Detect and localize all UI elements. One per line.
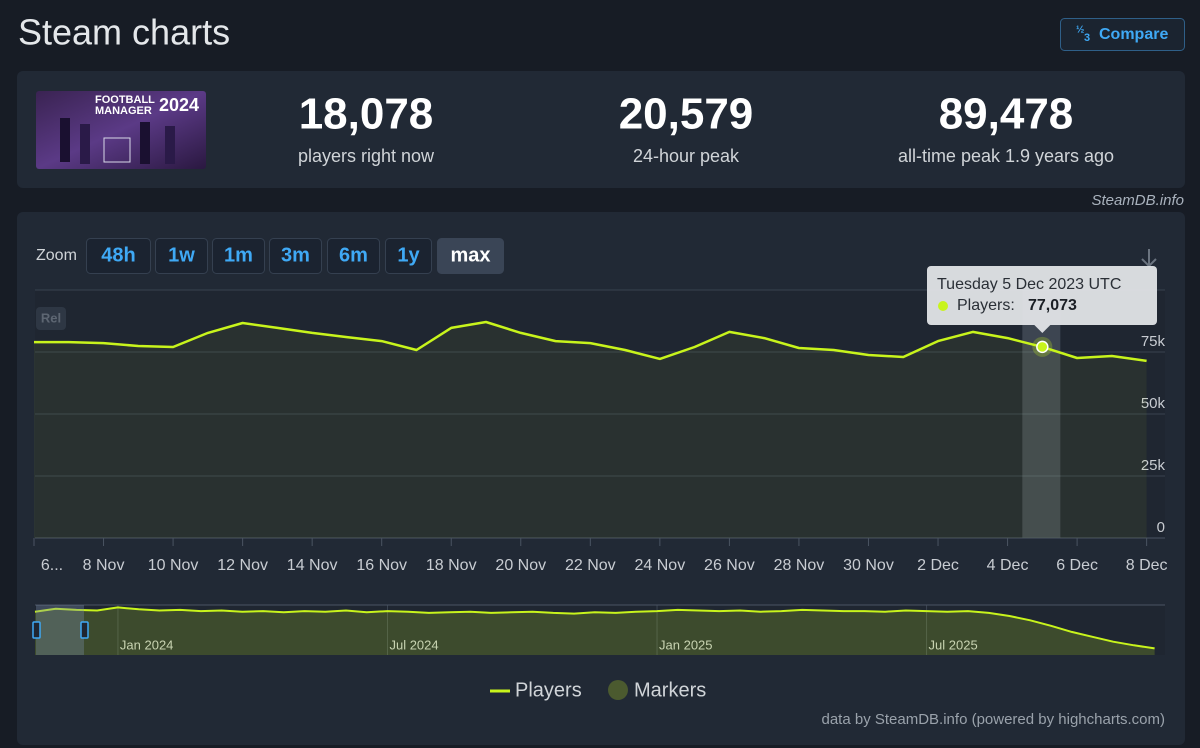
x-tick-label: 14 Nov	[287, 557, 338, 574]
zoom-button[interactable]: max	[437, 238, 504, 274]
compare-button-frame[interactable]	[1060, 18, 1185, 51]
image-figure	[80, 124, 90, 164]
page-title: Steam charts	[18, 12, 230, 53]
zoom-label: Zoom	[36, 247, 77, 264]
navigator-handle[interactable]	[32, 621, 41, 639]
navigator-tick-label: Jul 2024	[389, 637, 438, 652]
legend-dot	[608, 680, 628, 700]
x-tick-label: 4 Dec	[987, 557, 1029, 574]
game-logo-text: FOOTBALL	[95, 94, 155, 106]
x-tick-label: 12 Nov	[217, 557, 268, 574]
zoom-button-frame[interactable]	[269, 238, 322, 274]
compare-label[interactable]: Compare	[1099, 26, 1168, 43]
source-label: SteamDB.info	[1091, 192, 1184, 209]
x-tick-label: 6...	[41, 557, 63, 574]
zoom-button[interactable]: 1y	[385, 238, 432, 274]
navigator-handle[interactable]	[80, 621, 89, 639]
game-logo-year: 2024	[159, 95, 199, 115]
zoom-button-frame[interactable]	[437, 238, 504, 274]
zoom-button-label[interactable]: 6m	[339, 244, 368, 266]
x-tick-label: 8 Dec	[1126, 557, 1168, 574]
zoom-button-frame[interactable]	[385, 238, 432, 274]
legend: Players Markers	[490, 679, 706, 701]
stat-value: 18,078	[299, 90, 434, 139]
stats-panel	[17, 71, 1185, 188]
compare-icon: ½	[1076, 25, 1084, 36]
zoom-button[interactable]: 48h	[86, 238, 151, 274]
navigator-selection[interactable]	[36, 605, 84, 655]
image-figure	[140, 122, 150, 164]
zoom-button[interactable]: 1w	[155, 238, 208, 274]
zoom-button[interactable]: 6m	[327, 238, 380, 274]
x-tick-label: 2 Dec	[917, 557, 959, 574]
y-tick-label: 75k	[1141, 333, 1166, 350]
zoom-button-label[interactable]: 1w	[168, 244, 195, 266]
zoom-button-label[interactable]: 1m	[224, 244, 253, 266]
x-tick-label: 28 Nov	[774, 557, 825, 574]
x-tick-label: 26 Nov	[704, 557, 755, 574]
tooltip-label: Players:	[957, 297, 1015, 314]
tooltip-value: 77,073	[1028, 297, 1077, 314]
tooltip: Tuesday 5 Dec 2023 UTC Players: 77,073	[927, 266, 1157, 333]
y-tick-label: 0	[1157, 519, 1165, 536]
x-tick-label: 10 Nov	[148, 557, 199, 574]
x-tick-label: 20 Nov	[495, 557, 546, 574]
legend-label[interactable]: Players	[515, 679, 582, 701]
x-tick-label: 24 Nov	[635, 557, 686, 574]
tooltip-title: Tuesday 5 Dec 2023 UTC	[937, 276, 1121, 293]
game-logo-text: MANAGER	[95, 105, 152, 117]
x-tick-label: 16 Nov	[356, 557, 407, 574]
zoom-button-frame[interactable]	[327, 238, 380, 274]
hover-point	[1036, 340, 1049, 354]
navigator-tick-label: Jan 2024	[120, 637, 174, 652]
x-tick-label: 22 Nov	[565, 557, 616, 574]
stat-label: all-time peak 1.9 years ago	[898, 146, 1114, 166]
game-image: FOOTBALL MANAGER 2024	[36, 91, 206, 169]
game-image-bg	[36, 91, 206, 169]
stat-label: players right now	[298, 146, 435, 166]
footer-credit: data by SteamDB.info (powered by highcha…	[822, 711, 1166, 728]
zoom-button-label[interactable]: 1y	[397, 244, 420, 266]
plot: 0 25k 50k 75k Rel 6... 8 Nov 10 Nov 12 Nov 14 Nov…	[33, 266, 1168, 574]
compare-icon: 3	[1084, 32, 1090, 44]
compare-button[interactable]: ½ 3 Compare	[1060, 18, 1185, 51]
image-goal	[103, 137, 131, 163]
x-tick-label: 30 Nov	[843, 557, 894, 574]
tooltip-dot	[938, 301, 948, 311]
navigator-area	[35, 607, 1155, 655]
y-tick-label: 25k	[1141, 457, 1166, 474]
zoom-buttons: 48h 1w 1m 3m 6m 1y max	[86, 238, 504, 274]
zoom-button-frame[interactable]	[155, 238, 208, 274]
zoom-button-label[interactable]: max	[450, 244, 490, 266]
navigator: Jan 2024 Jul 2024 Jan 2025 Jul 2025	[32, 604, 1165, 655]
navigator-tick-label: Jul 2025	[929, 637, 978, 652]
stat-value: 20,579	[619, 90, 754, 139]
legend-label[interactable]: Markers	[634, 679, 706, 701]
rel-badge-label[interactable]: Rel	[41, 310, 61, 325]
tooltip-pointer	[1034, 325, 1051, 333]
series-area	[34, 322, 1147, 538]
x-tick-label: 6 Dec	[1056, 557, 1098, 574]
zoom-button-label[interactable]: 3m	[281, 244, 310, 266]
navigator-line	[34, 606, 1155, 650]
y-tick-label: 50k	[1141, 395, 1166, 412]
zoom-button[interactable]: 1m	[212, 238, 265, 274]
x-tick-label: 8 Nov	[83, 557, 125, 574]
stat-value: 89,478	[939, 90, 1074, 139]
zoom-button-label[interactable]: 48h	[101, 244, 135, 266]
stats: 18,078 players right now 20,579 24-hour pea…	[298, 90, 1114, 166]
x-tick-label: 18 Nov	[426, 557, 477, 574]
stat-label: 24-hour peak	[633, 146, 740, 166]
zoom-button[interactable]: 3m	[269, 238, 322, 274]
zoom-button-frame[interactable]	[212, 238, 265, 274]
image-figure	[165, 126, 175, 164]
rel-badge[interactable]	[36, 307, 66, 330]
navigator-tick-label: Jan 2025	[659, 637, 713, 652]
image-figure	[60, 118, 70, 162]
zoom-button-frame[interactable]	[86, 238, 151, 274]
series-line	[34, 320, 1147, 363]
tooltip-box	[927, 266, 1157, 325]
